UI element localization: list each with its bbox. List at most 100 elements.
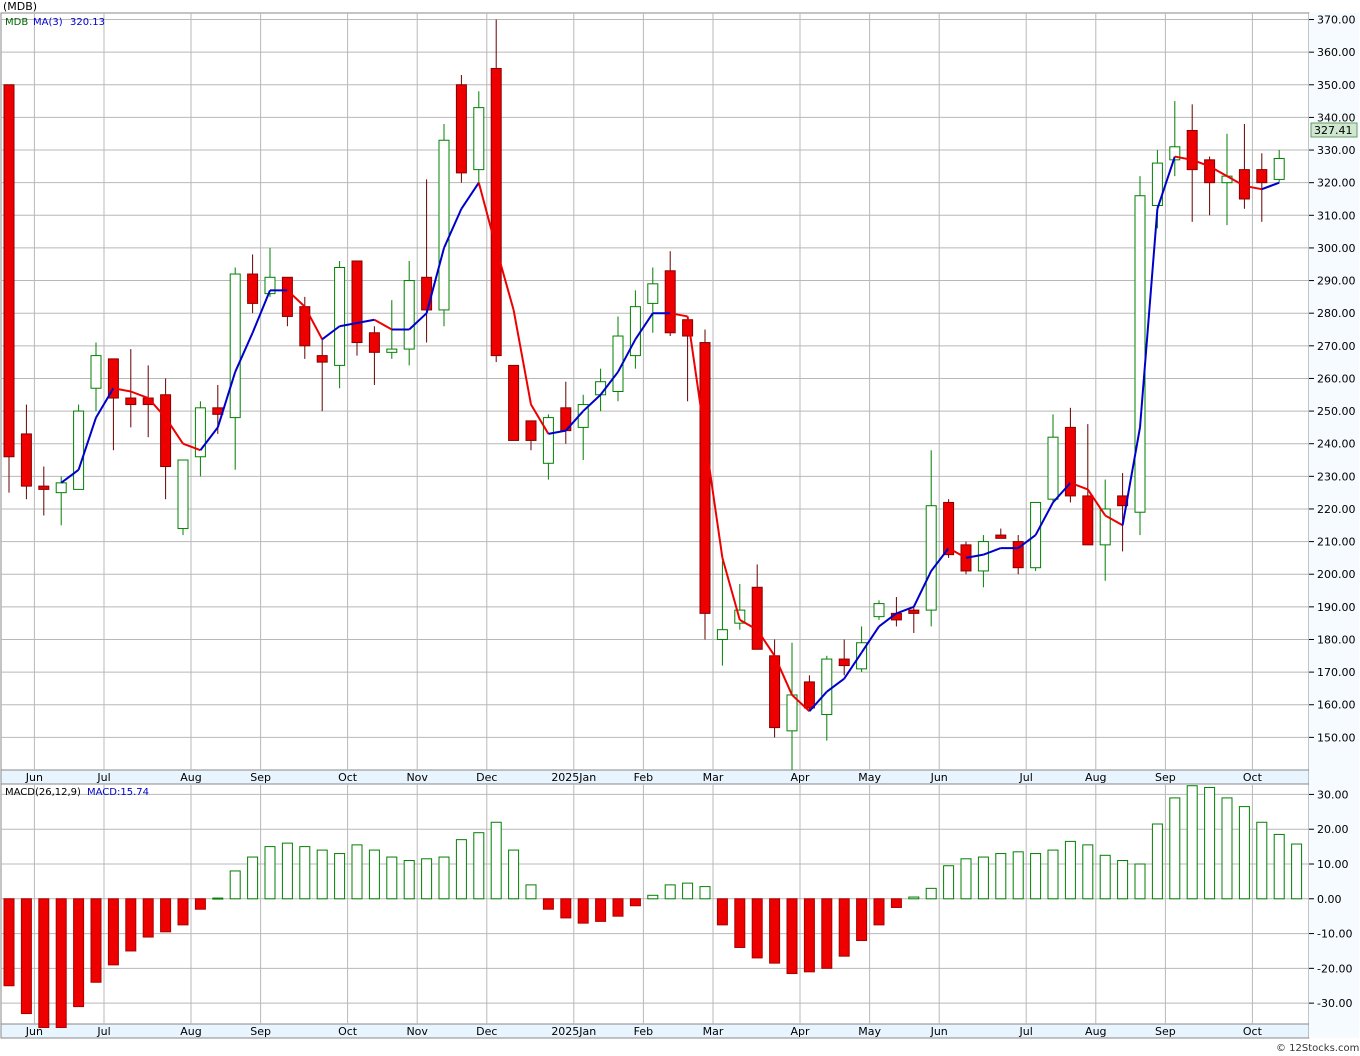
price-tick-label: 340.00 — [1317, 111, 1356, 124]
candle-body — [1238, 169, 1250, 200]
ma-segment — [686, 316, 706, 438]
candle-body — [177, 459, 189, 530]
price-tick-label: 250.00 — [1317, 405, 1356, 418]
macd-bar — [525, 884, 537, 900]
macd-bar — [699, 886, 711, 900]
ma-segment — [60, 469, 80, 484]
ma-segment — [1191, 158, 1210, 168]
month-label: Sep — [1155, 771, 1176, 784]
candle-body — [508, 364, 520, 441]
candle-body — [38, 485, 50, 490]
macd-month-axis: Jun Jul Aug Sep Oct Nov Dec 2025Jan Feb Mar Apr May… — [25, 1025, 1263, 1038]
month-label: Oct — [1243, 771, 1263, 784]
ma-segment — [77, 417, 97, 471]
macd-bar — [368, 849, 380, 900]
candle-body — [73, 410, 85, 490]
ma-segment — [425, 247, 445, 314]
macd-bar — [1151, 823, 1163, 900]
ma-segment — [565, 410, 584, 432]
macd-bar — [403, 860, 415, 900]
ma-segment — [286, 289, 306, 308]
candle-body — [3, 84, 15, 458]
candle-body — [90, 355, 102, 389]
candle-body — [55, 482, 67, 494]
month-label: Feb — [634, 771, 653, 784]
macd-tick-label: -30.00 — [1317, 997, 1352, 1010]
price-tick-label: 280.00 — [1317, 307, 1356, 320]
macd-bar — [786, 898, 798, 975]
macd-bar — [73, 898, 85, 1008]
month-label: Sep — [250, 1025, 271, 1038]
month-label: Oct — [1243, 1025, 1263, 1038]
macd-bar — [1221, 797, 1233, 900]
price-tick-label: 270.00 — [1317, 340, 1356, 353]
month-label: Jun — [25, 771, 43, 784]
candle-body — [873, 603, 885, 618]
macd-bar — [125, 898, 137, 952]
macd-bar — [977, 856, 989, 900]
month-label: 2025Jan — [551, 771, 596, 784]
ma-segment — [843, 651, 863, 680]
month-label: Oct — [338, 1025, 358, 1038]
macd-bar — [908, 896, 920, 900]
ma-segment — [721, 557, 741, 621]
month-label: Sep — [250, 771, 271, 784]
macd-bar — [803, 898, 815, 973]
month-label: Jul — [1019, 771, 1033, 784]
month-label: Mar — [703, 771, 724, 784]
month-label: Aug — [180, 1025, 201, 1038]
macd-bar — [821, 898, 833, 969]
macd-bar — [943, 865, 955, 900]
macd-bar — [629, 898, 641, 907]
macd-legend-label: MACD(26,12,9) — [5, 787, 81, 798]
ma-segment — [896, 605, 915, 615]
candle-body — [716, 629, 728, 640]
month-label: Apr — [790, 771, 810, 784]
candle-body — [856, 642, 868, 670]
ma-segment — [1052, 482, 1072, 504]
macd-bar — [856, 898, 868, 942]
macd-bar — [995, 853, 1007, 900]
macd-bar — [769, 898, 781, 964]
macd-bar — [194, 898, 206, 910]
macd-bar — [542, 898, 554, 910]
price-tick-label: 290.00 — [1317, 275, 1356, 288]
macd-bar — [177, 898, 189, 926]
candle-body — [438, 139, 450, 311]
candle-body — [943, 501, 955, 556]
ma-segment — [408, 312, 428, 331]
price-tick-label: 200.00 — [1317, 568, 1356, 581]
month-label: May — [858, 771, 881, 784]
macd-bar — [682, 882, 694, 900]
macd-bar — [1204, 786, 1216, 900]
ma-segment — [912, 570, 933, 608]
legend-ma-value: 320.13 — [70, 17, 105, 28]
chart-title: (MDB) — [3, 0, 37, 13]
ma-segment — [617, 338, 637, 373]
candle-body — [403, 280, 415, 350]
macd-bar — [1238, 806, 1250, 900]
macd-bar — [38, 898, 50, 1028]
ma-segment — [548, 429, 566, 435]
candle-body — [473, 107, 485, 171]
candle-body — [386, 348, 398, 353]
macd-bar — [1169, 797, 1181, 900]
macd-bar — [716, 898, 728, 926]
ma-segment — [756, 629, 776, 657]
price-panel — [0, 12, 1310, 771]
price-tick-label: 360.00 — [1317, 46, 1356, 59]
copyright-footer: © 12Stocks.com — [1276, 1043, 1359, 1054]
ma-segment — [1070, 481, 1089, 491]
candle-body — [751, 586, 763, 650]
ma-segment — [808, 691, 828, 712]
legend-ma-label: MA(3) — [33, 17, 63, 28]
price-tick-label: 170.00 — [1317, 666, 1356, 679]
candle-body — [1064, 426, 1076, 497]
macd-bar — [647, 894, 659, 900]
price-tick-label: 160.00 — [1317, 699, 1356, 712]
candle-body — [1169, 146, 1181, 161]
ma-segment — [234, 332, 254, 373]
macd-bar — [455, 839, 467, 900]
macd-bar — [890, 898, 902, 908]
macd-bar — [1047, 849, 1059, 900]
